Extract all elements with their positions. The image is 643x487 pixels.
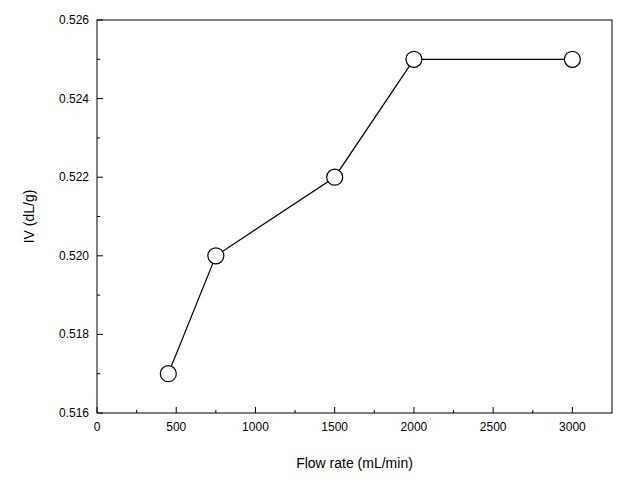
x-tick <box>493 407 494 413</box>
x-tick-label: 2500 <box>480 420 507 434</box>
y-tick-label: 0.520 <box>59 249 89 263</box>
data-point <box>160 366 176 382</box>
x-tick-label: 1000 <box>242 420 269 434</box>
y-tick-label: 0.526 <box>59 13 89 27</box>
y-tick <box>97 334 103 335</box>
chart: 0.516 0.518 0.520 0.522 0.524 0.526 0 500 1000 15… <box>0 0 643 487</box>
y-tick-label: 0.524 <box>59 92 89 106</box>
x-tick-label: 500 <box>166 420 186 434</box>
x-axis-label: Flow rate (mL/min) <box>296 455 413 471</box>
chart-container: 0.516 0.518 0.520 0.522 0.524 0.526 0 500 1000 15… <box>0 0 643 487</box>
data-point <box>406 51 422 67</box>
y-tick-label: 0.522 <box>59 170 89 184</box>
x-tick <box>255 407 256 413</box>
x-tick-label: 3000 <box>559 420 586 434</box>
x-tick <box>176 407 177 413</box>
plot-area <box>160 51 580 381</box>
x-tick <box>334 407 335 413</box>
y-tick <box>97 255 103 256</box>
y-tick-label: 0.516 <box>59 406 89 420</box>
plot-frame <box>97 20 612 413</box>
x-tick <box>413 407 414 413</box>
x-tick-label: 0 <box>94 420 101 434</box>
y-tick <box>97 177 103 178</box>
x-tick-label: 2000 <box>401 420 428 434</box>
data-point <box>564 51 580 67</box>
y-tick <box>97 98 103 99</box>
x-tick <box>572 407 573 413</box>
y-axis-label: IV (dL/g) <box>21 190 37 244</box>
data-line <box>168 59 572 373</box>
data-point <box>327 169 343 185</box>
x-tick-label: 1500 <box>321 420 348 434</box>
data-point <box>208 248 224 264</box>
y-tick-label: 0.518 <box>59 327 89 341</box>
